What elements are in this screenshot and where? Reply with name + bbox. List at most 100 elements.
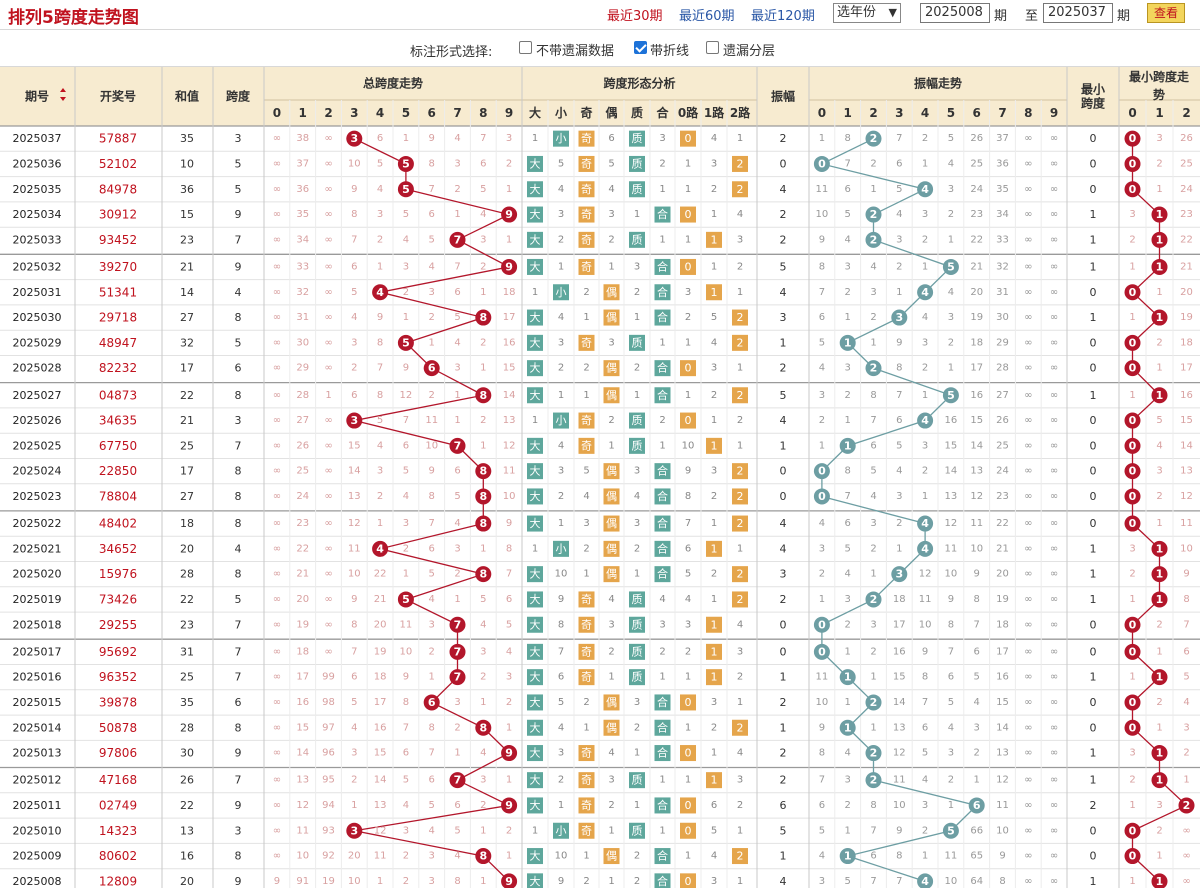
span-digit-header: 8 [479,106,487,120]
amp-omit-value: ∞ [1024,646,1032,657]
omit-layer-checkbox[interactable] [706,41,719,54]
shape-omit-value: 5 [608,158,614,169]
shape-tag [654,258,671,275]
table-row: 202501973426225∞20∞92154156大9奇4质44122213… [13,591,1190,608]
min-ball-label: 0 [1129,824,1137,837]
table-row: 202502015976288∞21∞102215287大101偶1合52223… [13,566,1190,583]
span-ball [397,591,414,608]
span-omit-value: 2 [429,390,435,401]
range-120-link[interactable]: 最近120期 [751,9,815,24]
from-period-input[interactable]: 2025008 [920,3,990,23]
amp-ball [942,822,959,839]
shape-tag [553,822,569,839]
shape-tag-label: 合 [657,285,668,299]
shape-tag-label: 小 [556,824,567,837]
amp-ball-label: 2 [870,747,878,760]
span-omit-value: 2 [480,672,486,683]
amp-omit-value: 8 [999,876,1005,887]
span-omit-value: 2 [351,363,357,374]
amp-ball [917,284,934,301]
span-omit-value: 5 [429,800,435,811]
min-ball [1151,873,1168,888]
span-omit-value: ∞ [324,158,332,169]
shape-tag-label: 大 [530,438,541,452]
shape-tag [527,181,543,198]
table-row: 202501014323133∞1193312345121小奇1质1051055… [13,822,1191,839]
span-omit-value: 15 [296,722,309,733]
span-ball [475,463,492,480]
shape-omit-value: 1 [711,594,717,605]
shape-omit-value: 2 [634,543,640,554]
amp-omit-value: 18 [996,619,1009,630]
min-ball [1151,566,1168,583]
no-omit-option-label[interactable]: 不带遗漏数据 [536,44,615,59]
shape-tag-label: 质 [632,183,643,196]
span-omit-value: 7 [429,748,435,759]
header-span-trend: 总跨度走势 [363,76,423,91]
page-title: 排列5跨度走势图 [8,8,139,28]
amp-omit-value: 4 [948,722,954,733]
shape-tag [654,360,671,377]
amp-omit-value: 12 [919,569,932,580]
amp-omit-value: 5 [948,133,954,144]
amp-omit-value: 1 [870,337,876,348]
shape-tag-label: 合 [657,489,668,503]
shape-tag-label: 偶 [606,389,617,402]
shape-omit-value: 4 [737,748,743,759]
shape-omit-value: 8 [558,619,564,630]
shape-tag-label: 大 [530,335,541,349]
min-ball-label: 1 [1156,542,1164,555]
span-omit-value: 8 [377,337,383,348]
amp-omit-value: 4 [845,569,851,580]
query-button[interactable]: 查看 [1147,3,1185,23]
min-omit-value: 2 [1156,825,1162,836]
polyline-option-label[interactable]: 带折线 [650,44,690,59]
amp-omit-value: ∞ [1024,876,1032,887]
span-omit-value: 29 [296,363,309,374]
amp-omit-value: 2 [922,466,928,477]
issue-number: 2025027 [13,389,62,402]
draw-number: 78804 [99,489,137,503]
min-omit-value: 20 [1180,287,1193,298]
amp-omit-value: 17 [893,619,906,630]
amp-omit-value: 1 [870,722,876,733]
amp-omit-value: 1 [922,851,928,862]
polyline-checkbox[interactable] [634,41,647,54]
amp-omit-value: 5 [896,184,902,195]
sum-value: 10 [180,157,194,170]
span-omit-value: 5 [480,594,486,605]
amp-value: 1 [780,671,787,684]
omit-layer-option-label[interactable]: 遗漏分层 [723,44,776,59]
shape-tag-label: 质 [632,824,643,837]
amp-omit-value: ∞ [1024,672,1032,683]
sum-value: 23 [180,618,194,631]
span-omit-value: 33 [296,261,309,272]
range-30-link[interactable]: 最近30期 [607,9,663,24]
span-ball [449,772,466,789]
range-60-link[interactable]: 最近60期 [679,9,735,24]
span-omit-value: 2 [377,491,383,502]
span-omit-value: 20 [374,619,387,630]
min-omit-value: 23 [1180,209,1193,220]
table-row: 202503652102105∞37∞10558362大5奇5质21322007… [13,155,1193,172]
span-value: 6 [235,696,242,709]
amp-omit-value: ∞ [1024,390,1032,401]
amp-omit-value: 24 [996,466,1009,477]
year-select[interactable]: 选年份 ▼ [833,3,901,23]
span-ball-label: 9 [505,747,513,760]
amp-ball-label: 6 [973,799,981,812]
shape-omit-value: 9 [558,594,564,605]
shape-omit-value: 5 [583,466,589,477]
shape-tag-label: 偶 [606,362,617,375]
amp-value: 1 [780,721,787,734]
no-omit-checkbox[interactable] [519,41,532,54]
shape-header: 合 [656,105,669,120]
span-omit-value: 32 [296,287,309,298]
amp-omit-value: 21 [996,543,1009,554]
shape-tag-label: 奇 [581,774,592,787]
span-omit-value: 10 [400,646,413,657]
draw-number: 57887 [99,132,137,146]
shape-omit-value: 2 [583,543,589,554]
to-period-input[interactable]: 2025037 [1043,3,1113,23]
shape-tag-label: 大 [530,695,541,709]
